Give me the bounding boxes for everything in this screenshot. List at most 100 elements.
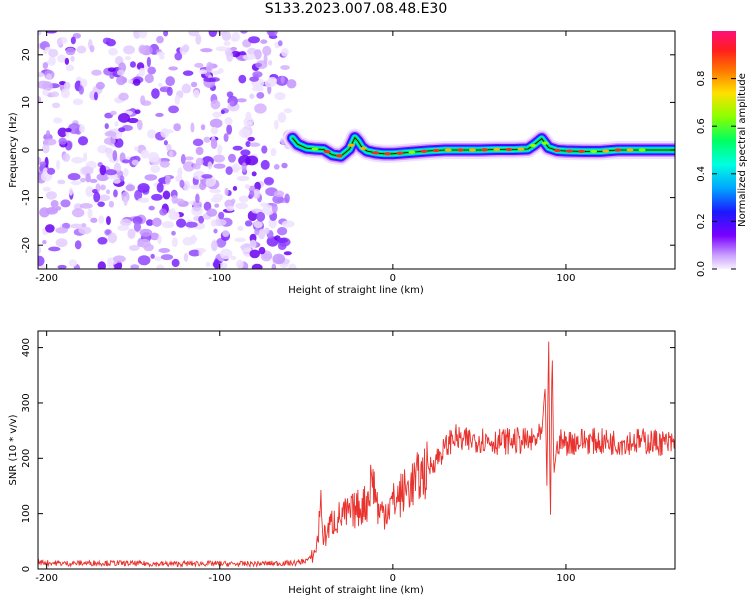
noise-blob <box>98 215 105 224</box>
snr-y-tick-label: 300 <box>21 393 32 412</box>
snr-y-tick-label: 400 <box>21 338 32 357</box>
noise-blob <box>152 217 162 227</box>
noise-blob <box>149 232 160 241</box>
noise-blob <box>62 222 71 229</box>
ridge-hotspot <box>590 149 598 154</box>
noise-blob <box>198 215 205 224</box>
noise-blob <box>249 190 255 199</box>
noise-blob <box>72 98 84 106</box>
noise-blob <box>174 94 181 105</box>
colorbar-tick-label: 0.6 <box>696 118 707 134</box>
noise-blob <box>89 178 98 184</box>
noise-blob <box>234 237 246 243</box>
noise-blob <box>72 208 85 218</box>
noise-blob <box>42 81 53 92</box>
noise-blob <box>212 111 222 118</box>
noise-blob <box>42 62 49 69</box>
noise-blob <box>154 256 163 261</box>
noise-blob <box>256 211 266 222</box>
noise-blob <box>98 194 110 202</box>
noise-blob <box>168 105 179 114</box>
noise-blob <box>99 164 107 176</box>
noise-blob <box>70 36 76 45</box>
noise-blob <box>62 153 71 162</box>
noise-blob <box>224 187 229 196</box>
noise-blob <box>45 191 57 200</box>
spectrogram-noise-region <box>38 31 297 269</box>
ridge-hotspot <box>396 151 404 155</box>
noise-blob <box>124 55 131 61</box>
noise-blob <box>223 40 231 47</box>
noise-blob <box>70 55 75 62</box>
noise-blob <box>198 248 203 257</box>
noise-blob <box>159 208 168 216</box>
noise-blob <box>90 217 98 223</box>
noise-blob <box>268 217 278 229</box>
noise-blob <box>266 31 278 37</box>
noise-blob <box>147 129 157 139</box>
noise-blob <box>217 144 223 155</box>
noise-blob <box>55 227 68 234</box>
noise-blob <box>166 143 172 152</box>
noise-blob <box>48 246 61 252</box>
noise-blob <box>190 81 198 88</box>
spectrogram-x-tick-label: -200 <box>35 273 58 284</box>
spectrogram-x-tick-label: 100 <box>556 273 575 284</box>
noise-blob <box>116 75 126 86</box>
noise-blob <box>120 218 132 227</box>
figure-title: S133.2023.007.08.48.E30 <box>264 1 448 17</box>
noise-blob <box>224 117 233 126</box>
noise-blob <box>160 128 170 138</box>
noise-blob <box>253 188 261 199</box>
noise-blob <box>226 124 233 135</box>
ridge-hotspot <box>602 149 610 153</box>
ridge-hotspot <box>493 147 501 152</box>
noise-blob <box>223 133 229 142</box>
noise-blob <box>199 181 207 191</box>
noise-blob <box>85 173 91 183</box>
noise-blob <box>281 47 289 57</box>
snr-x-axis-label: Height of straight line (km) <box>288 585 424 596</box>
noise-blob <box>114 121 119 127</box>
noise-blob <box>139 228 153 237</box>
noise-blob <box>156 182 164 193</box>
noise-blob <box>70 180 81 186</box>
noise-blob <box>174 198 185 205</box>
noise-blob <box>232 185 238 191</box>
noise-blob <box>159 160 170 168</box>
noise-blob <box>184 156 194 161</box>
noise-blob <box>81 166 94 175</box>
noise-blob <box>46 206 59 215</box>
noise-blob <box>112 178 121 184</box>
spectrogram-y-tick-label: 0 <box>21 147 32 153</box>
noise-blob <box>133 221 142 232</box>
noise-blob <box>174 52 183 61</box>
noise-blob <box>158 247 171 254</box>
noise-blob <box>93 91 98 101</box>
noise-blob <box>255 62 262 68</box>
noise-blob <box>283 108 292 114</box>
noise-blob <box>60 88 71 99</box>
spectrogram-x-axis-label: Height of straight line (km) <box>288 285 424 296</box>
noise-blob <box>48 48 59 58</box>
noise-blob <box>38 255 45 267</box>
ridge-hotspot <box>347 143 355 147</box>
noise-blob <box>134 146 139 151</box>
noise-blob <box>97 261 106 269</box>
noise-blob <box>207 161 213 170</box>
spectrogram-x-tick-label: 0 <box>390 273 396 284</box>
ridge-hotspot <box>432 148 440 153</box>
noise-blob <box>181 83 192 94</box>
noise-blob <box>238 195 249 203</box>
colorbar: 0.0 0.2 0.4 0.6 0.8 Normalized spectral ampl… <box>696 31 748 277</box>
noise-blob <box>210 99 221 110</box>
ridge-hotspot <box>565 149 573 153</box>
colorbar-tick-label: 0.2 <box>696 213 707 229</box>
noise-blob <box>46 130 51 137</box>
noise-blob <box>258 246 266 255</box>
noise-blob <box>183 161 195 172</box>
noise-blob <box>185 221 198 228</box>
noise-blob <box>104 123 109 130</box>
noise-blob <box>117 224 130 231</box>
noise-blob <box>286 79 297 89</box>
